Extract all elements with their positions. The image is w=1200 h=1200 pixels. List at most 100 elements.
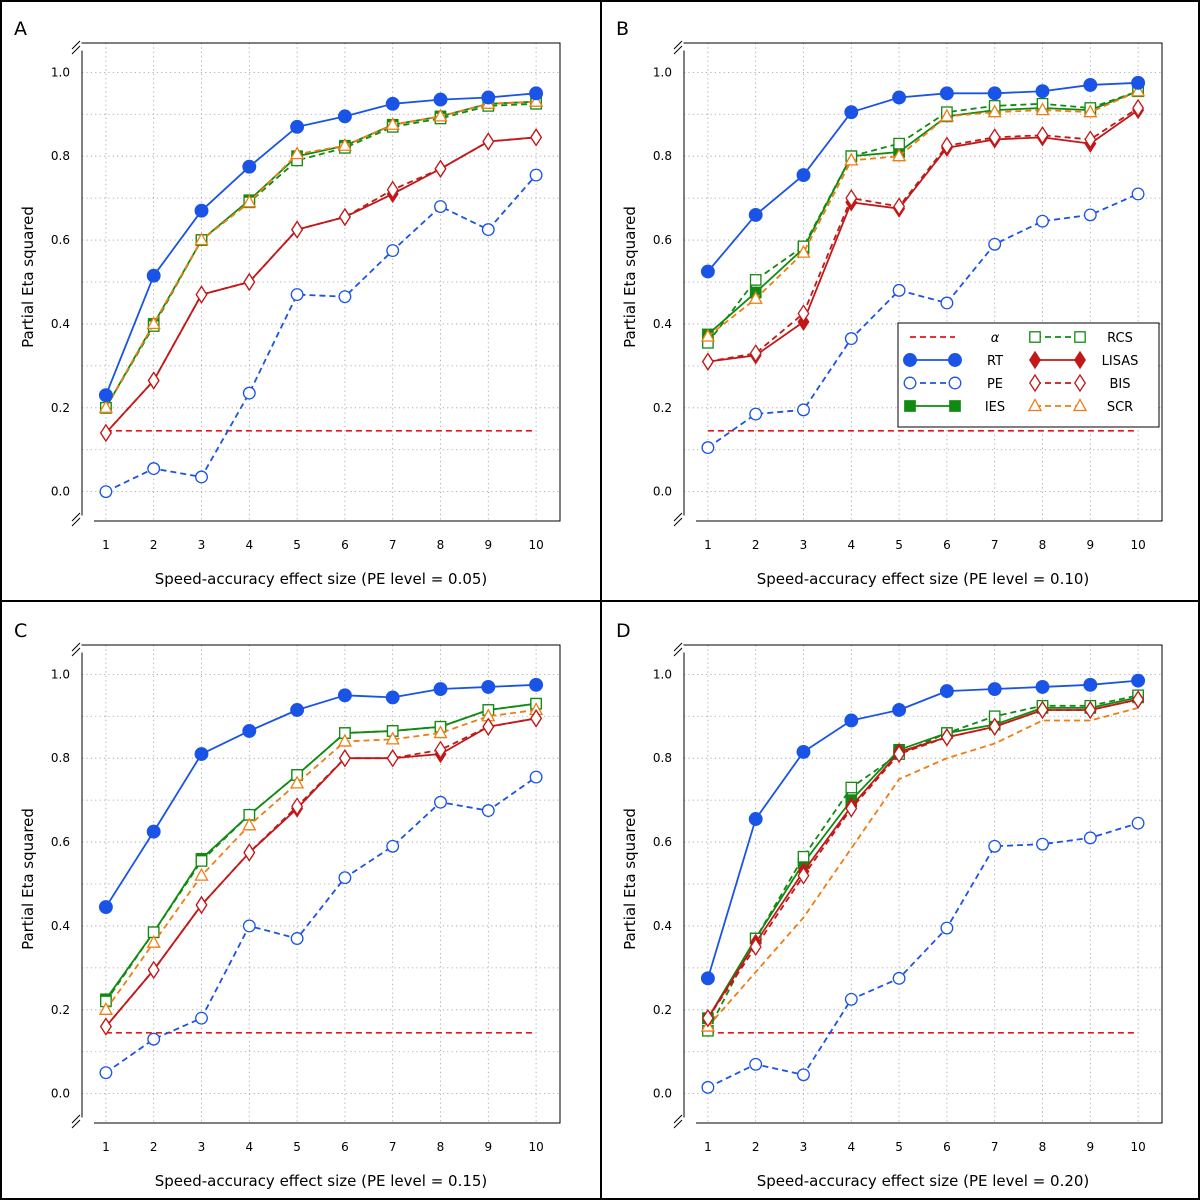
panel-letter: D	[616, 620, 631, 642]
data-point-PE	[988, 237, 1002, 251]
data-point-RT	[194, 747, 209, 761]
data-point-PE	[386, 244, 400, 258]
data-point-SCR	[146, 934, 161, 948]
data-point-PE	[481, 804, 495, 818]
data-point-PE	[1131, 816, 1145, 830]
data-point-BIS	[1036, 126, 1049, 145]
data-point-PE	[386, 839, 400, 853]
panel-A: A 1 2 3 4 5 6 7 8 9 10 0.0 0.2 0.4 0.6 0.8 1.0 Speed-accu…	[14, 18, 561, 588]
x-tick-label: 9	[1086, 538, 1094, 552]
data-point-BIS	[845, 188, 858, 208]
data-point-RT	[481, 679, 496, 694]
x-tick-label: 5	[293, 538, 301, 552]
data-point-BIS	[940, 136, 953, 155]
legend-marker-IES	[949, 400, 961, 412]
plot-frame	[81, 644, 561, 1124]
plot-frame	[683, 644, 1163, 1124]
data-point-BIS	[1084, 130, 1097, 149]
series-line-RCS	[105, 702, 537, 1002]
data-point-BIS	[749, 937, 762, 957]
data-point-SCR	[796, 244, 811, 258]
y-tick-label: 1.0	[51, 65, 70, 79]
data-point-RT	[1083, 677, 1098, 692]
data-point-BIS	[797, 304, 810, 323]
data-point-BIS	[99, 1017, 112, 1036]
x-tick-label: 1	[704, 1140, 712, 1154]
grid	[684, 43, 1162, 521]
x-tick-label: 9	[1086, 1140, 1094, 1154]
data-point-RT	[987, 682, 1002, 696]
panel-letter: A	[14, 18, 27, 40]
data-point-RT	[987, 86, 1002, 101]
data-point-SCR	[194, 232, 209, 246]
series-line-BIS	[707, 107, 1139, 363]
data-point-RT	[98, 900, 113, 915]
y-tick-label: 0.6	[653, 233, 672, 247]
series-BIS	[701, 690, 1145, 1028]
data-point-BIS	[749, 344, 762, 363]
series-line-RT	[707, 679, 1139, 979]
data-point-RT	[844, 713, 859, 728]
legend-entry-RCS: RCS	[1029, 331, 1133, 346]
series-BIS	[701, 98, 1145, 371]
series-line-PE	[707, 193, 1139, 449]
data-point-RT	[1131, 75, 1146, 90]
data-point-PE	[338, 290, 352, 304]
x-tick-label: 3	[198, 538, 206, 552]
x-tick-label: 7	[991, 538, 999, 552]
data-point-RT	[146, 268, 161, 283]
y-tick-label: 0.4	[51, 317, 70, 331]
legend-marker-IES	[904, 400, 916, 412]
data-point-BIS	[530, 709, 543, 728]
y-tick-label: 0.2	[51, 1003, 70, 1017]
x-tick-label: 6	[341, 1140, 349, 1154]
legend-entry-SCR: SCR	[1027, 398, 1133, 415]
series-SCR	[98, 702, 544, 1015]
data-point-RT	[290, 703, 305, 717]
axis-break-mark	[71, 517, 81, 527]
data-point-SCR	[433, 108, 448, 122]
data-point-BIS	[99, 423, 112, 443]
data-point-RT	[433, 92, 448, 107]
y-tick-label: 0.2	[653, 401, 672, 415]
data-point-PE	[195, 470, 208, 484]
y-axis-label: Partial Eta squared	[621, 808, 639, 950]
data-point-SCR	[529, 93, 544, 107]
data-point-BIS	[482, 717, 495, 736]
data-point-RT	[796, 168, 811, 183]
data-point-PE	[1083, 208, 1097, 222]
data-point-BIS	[701, 352, 714, 371]
data-point-RT	[796, 744, 811, 759]
legend-entry-alpha: α	[910, 331, 1000, 346]
data-point-PE	[1036, 214, 1049, 228]
data-point-RT	[529, 86, 544, 101]
series-line-SCR	[105, 709, 537, 1011]
series-line-PE	[105, 174, 537, 493]
data-point-SCR	[290, 775, 305, 789]
data-point-PE	[99, 485, 113, 499]
data-point-PE	[290, 288, 304, 302]
data-point-PE	[147, 462, 161, 476]
axis-break-mark	[673, 45, 683, 55]
data-point-RT	[385, 690, 400, 705]
legend-marker-RT	[948, 353, 962, 367]
data-point-SCR	[146, 316, 161, 330]
y-tick-label: 1.0	[653, 65, 672, 79]
y-tick-label: 0.0	[653, 485, 672, 499]
data-point-SCR	[748, 290, 763, 304]
data-point-PE	[1083, 831, 1097, 845]
data-point-SCR	[700, 328, 715, 342]
data-point-PE	[701, 1080, 715, 1094]
data-point-SCR	[98, 399, 113, 413]
series-RT	[98, 677, 544, 915]
series-line-BIS	[105, 136, 537, 434]
x-tick-label: 8	[1039, 538, 1047, 552]
y-tick-label: 0.6	[653, 835, 672, 849]
x-tick-label: 4	[245, 538, 253, 552]
axis-break-mark	[673, 517, 683, 527]
data-point-BIS	[845, 799, 858, 818]
legend-marker-BIS	[1074, 373, 1086, 393]
data-point-PE	[290, 932, 304, 945]
data-point-PE	[892, 971, 906, 985]
series-PE	[99, 770, 543, 1080]
